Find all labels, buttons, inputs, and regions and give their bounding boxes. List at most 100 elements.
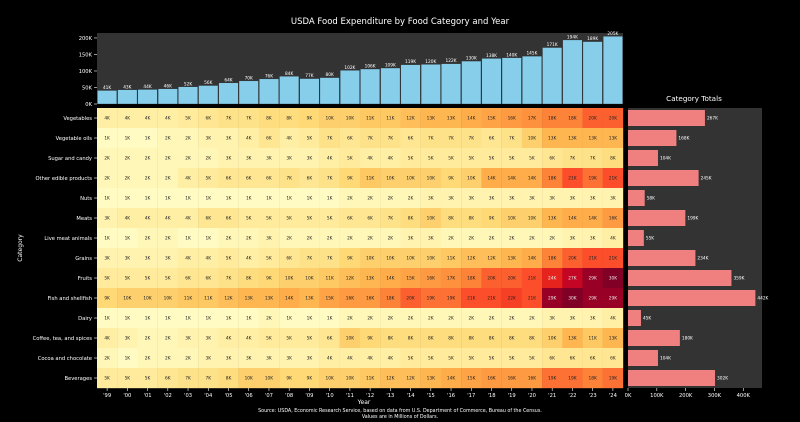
heatmap-cell — [117, 188, 138, 209]
heatmap-cell — [97, 228, 118, 249]
heatmap-cell-label: 18K — [548, 176, 556, 182]
heatmap-cell — [481, 368, 502, 389]
heatmap-cell — [501, 148, 523, 169]
heatmap-cell-label: 19K — [447, 296, 455, 302]
heatmap-cell — [117, 268, 138, 289]
heatmap-cell — [299, 328, 320, 349]
heatmap-cell — [400, 268, 421, 289]
heatmap-cell-label: 3K — [205, 336, 211, 342]
category-tick-label: Dairy — [78, 316, 92, 322]
heatmap-cell-label: 14K — [568, 216, 576, 222]
heatmap-cell-label: 10K — [366, 256, 374, 262]
heatmap-cell — [542, 328, 563, 349]
heatmap-cell — [501, 268, 523, 289]
heatmap-cell-label: 13K — [265, 296, 273, 302]
year-tick-label: '02 — [164, 393, 172, 399]
heatmap-cell — [137, 188, 158, 209]
heatmap-cell — [461, 248, 482, 269]
annual-total-bar — [178, 86, 198, 105]
annual-total-label: 84K — [285, 71, 293, 77]
heatmap-cell-label: 29K — [548, 296, 556, 302]
heatmap-cell — [542, 108, 563, 129]
heatmap-cell-label: 2K — [489, 236, 495, 242]
heatmap-cell — [400, 368, 421, 389]
heatmap-cell-label: 11K — [447, 256, 455, 262]
heatmap-cell-label: 20K — [487, 276, 495, 282]
heatmap-cell — [97, 308, 118, 329]
heatmap-cell — [218, 148, 239, 169]
heatmap-cell-label: 9K — [489, 216, 495, 222]
heatmap-cell-label: 5K — [408, 156, 414, 162]
heatmap-cell — [198, 128, 219, 149]
heatmap-cell — [440, 148, 462, 169]
heatmap-cell — [258, 368, 280, 389]
heatmap-cell-label: 18K — [548, 256, 556, 262]
heatmap-cell-label: 1K — [125, 356, 131, 362]
heatmap-cell-label: 3K — [590, 316, 596, 322]
heatmap-cell — [481, 248, 502, 269]
heatmap-cell — [319, 188, 340, 209]
heatmap-cell-label: 16K — [508, 116, 516, 122]
heatmap-cell — [602, 348, 624, 369]
heatmap-cell-label: 2K — [529, 236, 535, 242]
heatmap-cell — [380, 108, 401, 129]
heatmap-cell — [117, 368, 138, 389]
heatmap-cell — [279, 348, 300, 369]
heatmap-cell-label: 13K — [548, 136, 556, 142]
heatmap-cell-label: 8K — [388, 336, 394, 342]
heatmap-cell-label: 4K — [226, 336, 232, 342]
heatmap-cell-label: 5K — [489, 156, 495, 162]
category-total-label: 302K — [717, 376, 728, 382]
heatmap-cell — [218, 168, 239, 189]
heatmap-cell — [218, 328, 239, 349]
heatmap-cell-label: 2K — [145, 156, 151, 162]
heatmap-cell-label: 2K — [367, 316, 373, 322]
heatmap-cell — [542, 188, 563, 209]
year-tick-label: '13 — [386, 393, 394, 399]
heatmap-cell — [582, 368, 603, 389]
heatmap-cell — [218, 108, 239, 129]
heatmap-cell-label: 2K — [468, 316, 474, 322]
year-tick-label: '18 — [487, 393, 495, 399]
heatmap-cell — [258, 348, 280, 369]
heatmap-cell — [157, 368, 179, 389]
heatmap-cell-label: 6K — [408, 136, 414, 142]
annual-total-bar — [117, 89, 138, 105]
year-tick-label: '10 — [326, 393, 334, 399]
heatmap-cell — [360, 128, 381, 149]
heatmap-cell-label: 4K — [388, 156, 394, 162]
heatmap-cell-label: 9K — [367, 336, 373, 342]
heatmap-cell — [461, 188, 482, 209]
heatmap-cell-label: 11K — [366, 376, 374, 382]
heatmap-cell-label: 1K — [205, 196, 211, 202]
annual-total-bar — [97, 90, 117, 105]
heatmap-cell-label: 12K — [406, 376, 414, 382]
heatmap-cell — [542, 368, 563, 389]
heatmap-cell-label: 8K — [448, 336, 454, 342]
heatmap-cell — [440, 328, 462, 349]
year-tick-label: '15 — [427, 393, 435, 399]
heatmap-cell-label: 7K — [286, 176, 292, 182]
annual-total-bar — [259, 78, 279, 105]
heatmap-cell — [279, 308, 300, 329]
heatmap-cell — [238, 208, 260, 229]
heatmap-cell — [97, 328, 118, 349]
heatmap-cell-label: 6K — [226, 216, 232, 222]
heatmap-cell — [501, 328, 523, 349]
heatmap-cell-label: 4K — [610, 316, 616, 322]
category-tick-label: Meats — [76, 216, 92, 222]
heatmap-cell-label: 7K — [185, 376, 191, 382]
heatmap-cell — [360, 248, 381, 269]
heatmap-cell-label: 5K — [307, 136, 313, 142]
heatmap-cell-label: 10K — [528, 216, 536, 222]
heatmap-cell-label: 3K — [226, 136, 232, 142]
category-totals-bar-panel: 0K 100K 200K 300K 400K 267K 168K 104K 245K 58K 199… — [625, 108, 769, 399]
heatmap-cell — [198, 328, 219, 349]
heatmap-cell-label: 3K — [205, 356, 211, 362]
annual-total-bar — [340, 70, 360, 105]
heatmap-cell — [177, 108, 199, 129]
annual-total-bar — [137, 89, 158, 105]
heatmap-cell — [461, 268, 482, 289]
heatmap-cell — [218, 288, 239, 309]
heatmap-cell — [420, 228, 442, 249]
